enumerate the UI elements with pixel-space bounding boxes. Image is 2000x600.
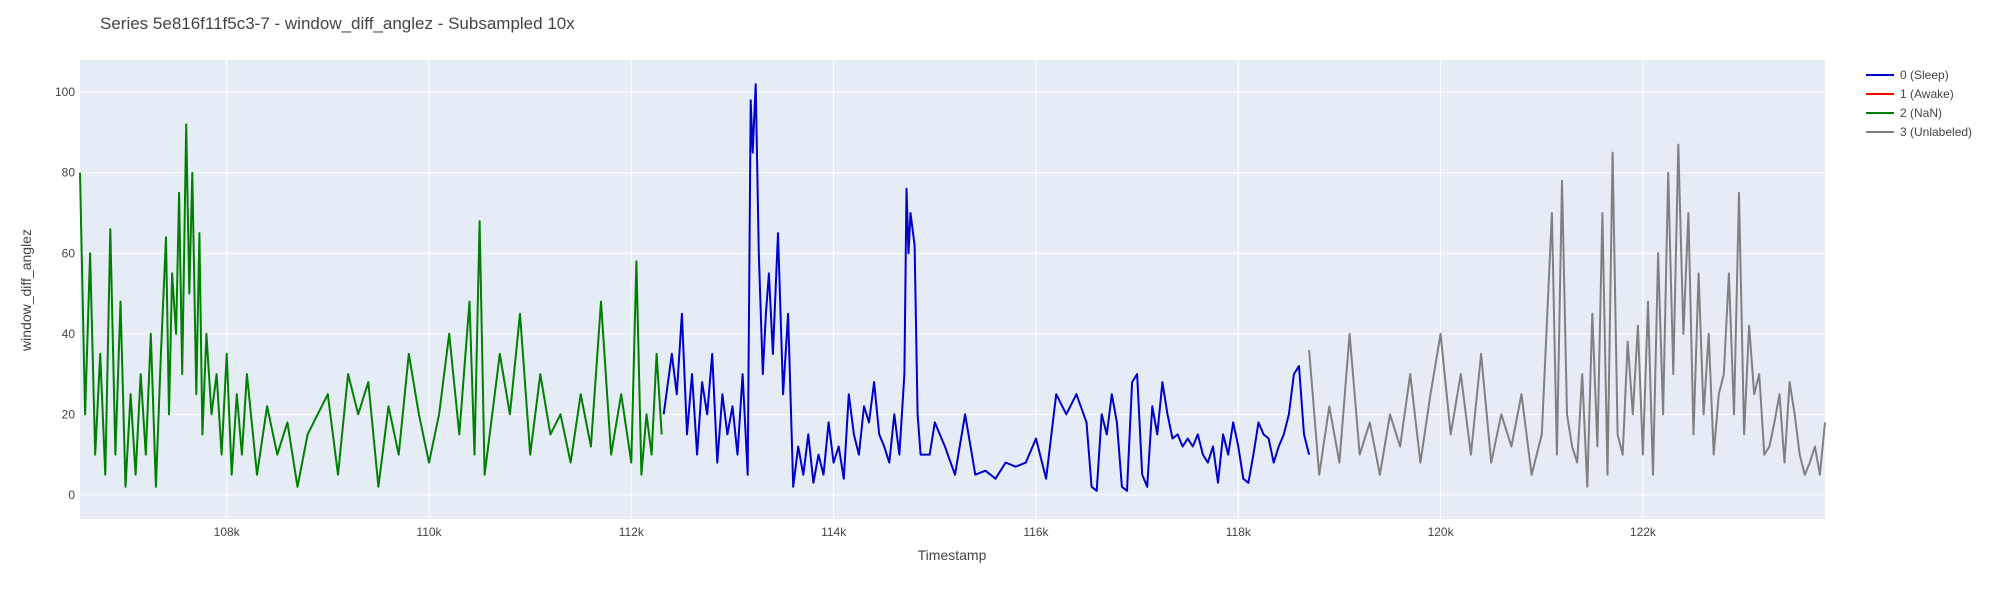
legend-label: 0 (Sleep): [1900, 68, 1949, 82]
series-line-0-sleep: [662, 83, 1311, 492]
chart-title: Series 5e816f11f5c3-7 - window_diff_angl…: [100, 14, 575, 33]
y-tick-label: 80: [62, 166, 76, 180]
x-tick-label: 118k: [1226, 525, 1252, 539]
x-axis-ticks: 108k 110k 112k 114k 116k 118k 120k 122k: [214, 525, 1657, 539]
x-tick-label: 108k: [214, 525, 241, 539]
legend-item-3-unlabeled[interactable]: 3 (Unlabeled): [1866, 125, 1972, 139]
y-tick-label: 0: [68, 488, 75, 502]
y-tick-label: 100: [55, 85, 75, 99]
x-tick-label: 122k: [1630, 525, 1657, 539]
series-line-2-nan: [79, 123, 663, 488]
legend-item-0-sleep[interactable]: 0 (Sleep): [1866, 68, 1949, 82]
legend-label: 1 (Awake): [1900, 87, 1954, 101]
y-tick-label: 40: [62, 327, 76, 341]
y-tick-label: 60: [62, 246, 76, 260]
legend-label: 3 (Unlabeled): [1900, 125, 1972, 139]
y-axis-title: window_diff_anglez: [18, 229, 34, 352]
series-line-3-unlabeled: [1308, 143, 1826, 488]
legend[interactable]: 0 (Sleep) 1 (Awake) 2 (NaN) 3 (Unlabeled): [1866, 68, 1972, 139]
x-tick-label: 116k: [1023, 525, 1049, 539]
x-tick-label: 114k: [821, 525, 847, 539]
legend-item-1-awake[interactable]: 1 (Awake): [1866, 87, 1954, 101]
y-axis-ticks: 0 20 40 60 80 100: [55, 85, 75, 502]
y-tick-label: 20: [62, 407, 76, 421]
legend-label: 2 (NaN): [1900, 106, 1942, 120]
x-tick-label: 112k: [619, 525, 645, 539]
plot-area: [80, 60, 1825, 519]
legend-item-2-nan[interactable]: 2 (NaN): [1866, 106, 1942, 120]
series-layer: [79, 83, 1826, 492]
x-axis-title: Timestamp: [918, 547, 987, 563]
x-tick-label: 110k: [416, 525, 442, 539]
x-tick-label: 120k: [1428, 525, 1455, 539]
